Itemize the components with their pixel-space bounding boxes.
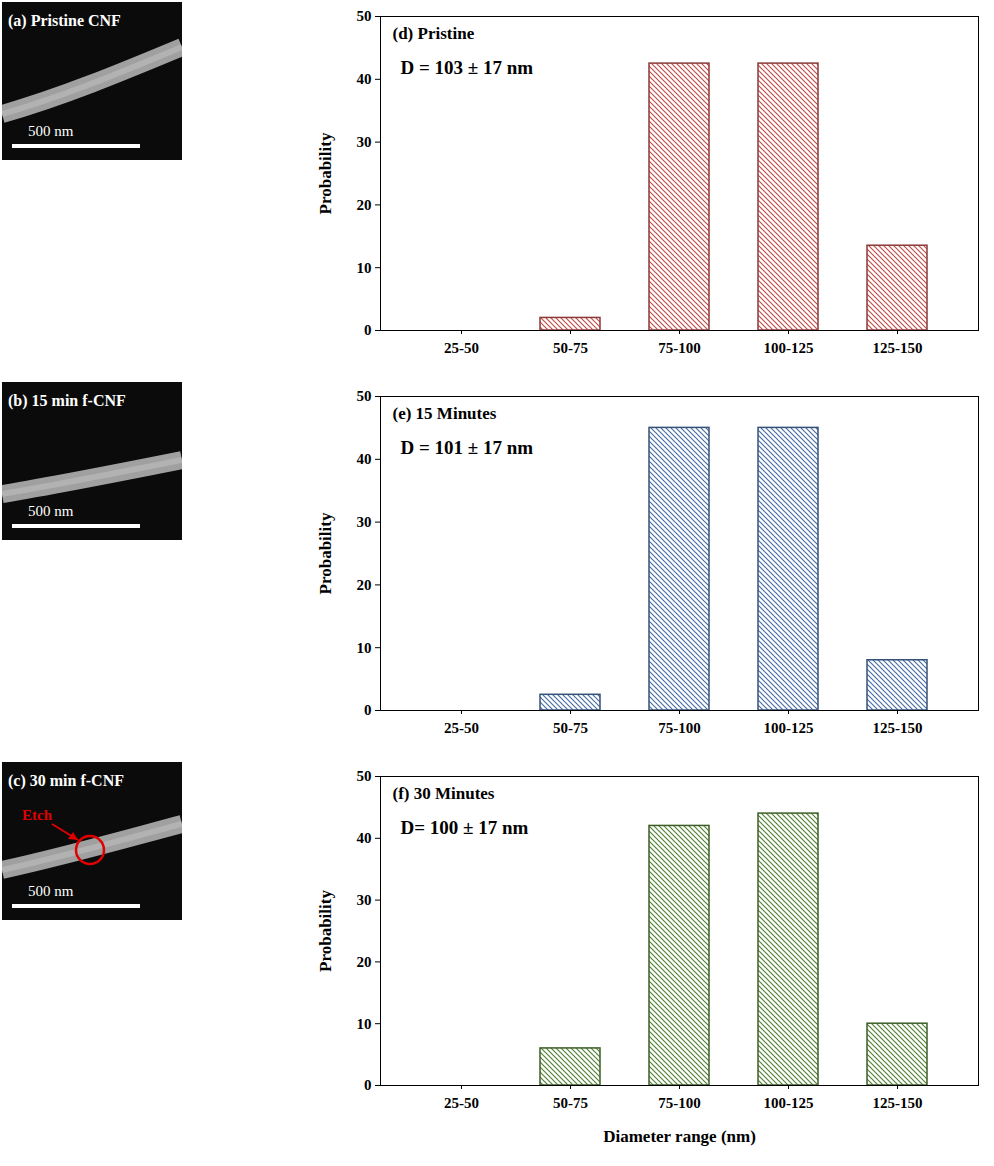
svg-text:D= 100 ± 17 nm: D= 100 ± 17 nm [401,817,529,838]
svg-text:Probability: Probability [316,512,335,594]
svg-text:40: 40 [357,830,372,846]
svg-text:25-50: 25-50 [444,720,479,736]
svg-text:20: 20 [357,577,372,593]
svg-text:75-100: 75-100 [658,720,701,736]
svg-text:30: 30 [357,134,372,150]
svg-text:500 nm: 500 nm [28,883,74,899]
svg-text:0: 0 [364,322,372,338]
svg-text:125-150: 125-150 [873,720,923,736]
svg-text:500 nm: 500 nm [28,503,74,519]
svg-text:50-75: 50-75 [553,720,588,736]
svg-text:(a) Pristine CNF: (a) Pristine CNF [8,12,121,30]
svg-text:25-50: 25-50 [444,340,479,356]
svg-text:500 nm: 500 nm [28,123,74,139]
svg-text:D = 103 ± 17 nm: D = 103 ± 17 nm [401,57,534,78]
svg-text:125-150: 125-150 [873,340,923,356]
svg-text:0: 0 [364,702,372,718]
svg-text:10: 10 [357,1016,372,1032]
svg-text:50: 50 [357,768,372,784]
svg-text:25-50: 25-50 [444,1095,479,1111]
svg-text:(f) 30 Minutes: (f) 30 Minutes [393,784,495,803]
svg-text:100-125: 100-125 [764,720,814,736]
svg-text:10: 10 [357,260,372,276]
svg-text:50-75: 50-75 [553,1095,588,1111]
svg-text:(c) 30 min f-CNF: (c) 30 min f-CNF [8,772,124,790]
svg-text:50: 50 [357,8,372,24]
svg-text:Etch: Etch [22,807,53,823]
svg-text:125-150: 125-150 [873,1095,923,1111]
svg-text:50: 50 [357,388,372,404]
svg-text:10: 10 [357,640,372,656]
svg-text:30: 30 [357,514,372,530]
svg-text:(b) 15 min f-CNF: (b) 15 min f-CNF [8,392,126,410]
svg-text:Diameter range (nm): Diameter range (nm) [603,1127,756,1146]
svg-text:Probability: Probability [316,132,335,214]
svg-text:0: 0 [364,1077,372,1093]
svg-text:(e) 15 Minutes: (e) 15 Minutes [393,404,497,423]
svg-text:40: 40 [357,71,372,87]
svg-text:20: 20 [357,197,372,213]
svg-text:40: 40 [357,451,372,467]
svg-text:100-125: 100-125 [764,1095,814,1111]
svg-text:20: 20 [357,954,372,970]
svg-text:(d) Pristine: (d) Pristine [393,24,475,43]
svg-text:75-100: 75-100 [658,1095,701,1111]
svg-text:Probability: Probability [316,890,335,972]
svg-text:30: 30 [357,892,372,908]
svg-text:75-100: 75-100 [658,340,701,356]
svg-text:50-75: 50-75 [553,340,588,356]
svg-text:D = 101 ± 17 nm: D = 101 ± 17 nm [401,437,534,458]
svg-text:100-125: 100-125 [764,340,814,356]
